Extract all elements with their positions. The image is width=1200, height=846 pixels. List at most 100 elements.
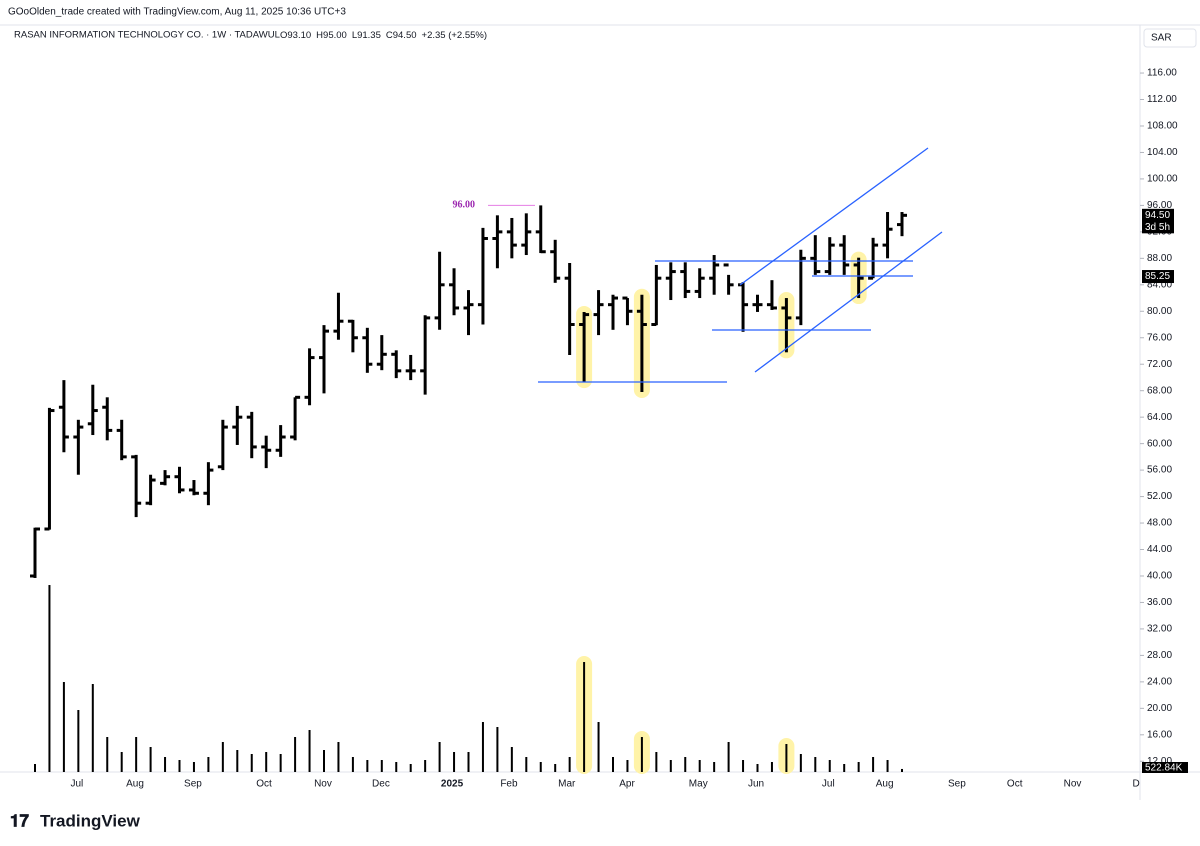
y-tick-label: 112.00 [1147,94,1177,105]
volume-bar [554,764,557,772]
x-tick-label: Feb [500,779,518,790]
trend-line [739,147,929,286]
volume-bar [684,757,687,772]
attribution: GOoOlden_trade created with TradingView.… [8,7,346,18]
y-tick-label: 68.00 [1147,385,1172,396]
y-tick-label: 40.00 [1147,571,1172,582]
logo: 𝟏𝟕 TradingView [10,811,141,830]
y-tick-label: 108.00 [1147,121,1178,132]
x-tick-label: Oct [256,779,272,790]
volume-bar [467,752,470,772]
volume-bar [294,737,297,772]
volume-bar [698,760,701,772]
volume-bar [48,585,51,772]
y-tick-label: 104.00 [1147,147,1178,158]
y-tick-label: 44.00 [1147,544,1172,555]
y-tick-label: 20.00 [1147,703,1172,714]
volume-bar [91,684,94,772]
y-tick-label: 24.00 [1147,677,1172,688]
y-tick-label: 96.00 [1147,200,1172,211]
volume-bar [207,757,210,772]
volume-bar [583,662,586,772]
volume-bar [395,762,398,772]
last-price-bg [1142,208,1174,222]
volume-bar [742,760,745,772]
volume-bar [250,754,253,772]
countdown: 3d 5h [1145,222,1170,233]
volume-bar [337,742,340,772]
volume-bar [597,722,600,772]
x-tick-label: May [689,779,708,790]
volume-bar [120,752,123,772]
volume-bar [135,737,138,772]
y-tick-label: 100.00 [1147,174,1178,185]
x-tick-label: Oct [1007,779,1023,790]
volume-bar [713,762,716,772]
y-tick-label: 36.00 [1147,597,1172,608]
logo-text: TradingView [40,811,141,830]
annotation-label: 96.00 [453,200,476,211]
volume-bar [669,760,672,772]
volume-bar [438,742,441,772]
volume-bar [539,762,542,772]
x-tick-label: Aug [126,779,144,790]
volume-bar [525,757,528,772]
currency-box[interactable] [1143,28,1197,48]
volume-bar [872,757,875,772]
volume-bar [612,757,614,772]
symbol: RASAN INFORMATION TECHNOLOGY CO. · 1W · … [14,30,280,41]
x-tick-label: Mar [558,779,576,790]
ohlc-value: H95.00 [316,30,347,41]
volume-bar [640,737,643,772]
y-tick-label: 28.00 [1147,650,1172,661]
ohlc-legend: O93.10 H95.00 L91.35 C94.50 +2.35 (+2.55%) [280,30,487,41]
x-tick-label: 2025 [441,779,464,790]
x-tick-label: Jul [71,779,84,790]
volume-bar [149,747,152,772]
y-tick-label: 88.00 [1147,253,1172,264]
y-tick-label: 56.00 [1147,465,1172,476]
x-tick-label: Nov [314,779,332,790]
y-tick-label: 32.00 [1147,624,1172,635]
trend-line [754,231,943,373]
x-tick-label: Sep [184,779,202,790]
y-tick-label: 80.00 [1147,306,1172,317]
y-tick-label: 60.00 [1147,438,1172,449]
y-tick-label: 84.00 [1147,279,1172,290]
level-price: 85.25 [1145,271,1170,282]
currency[interactable]: SAR [1151,33,1172,44]
x-tick-label: D [1132,779,1139,790]
volume-bar [308,730,311,772]
volume-bar [221,742,224,772]
volume-badge: 522.84K [1145,763,1183,774]
volume-bar [857,762,860,772]
ohlc-value: +2.35 (+2.55%) [422,30,488,41]
volume-bar [481,722,484,772]
volume-bar [366,760,369,772]
volume-bar [409,764,412,772]
x-tick-label: Jul [822,779,835,790]
y-tick-label: 76.00 [1147,332,1172,343]
volume-bar [756,764,759,772]
level-price-bg [1142,270,1174,284]
y-tick-label: 64.00 [1147,412,1172,423]
volume-bar [265,752,268,772]
ohlc-value: C94.50 [386,30,417,41]
y-tick-label: 72.00 [1147,359,1172,370]
volume-bar [164,757,167,772]
x-tick-label: Nov [1064,779,1082,790]
volume-bar [178,760,181,772]
x-tick-label: Apr [619,779,635,790]
volume-bar [568,757,571,772]
volume-bar [496,727,499,772]
volume-bar [727,742,730,772]
y-tick-label: 116.00 [1147,68,1177,79]
x-tick-label: Dec [372,779,390,790]
volume-bar [380,760,383,772]
volume-bar [828,760,831,772]
volume-badge-bg [1142,762,1188,773]
volume-bar [655,752,658,772]
volume-bar [901,768,903,772]
volume-bar [843,764,846,772]
